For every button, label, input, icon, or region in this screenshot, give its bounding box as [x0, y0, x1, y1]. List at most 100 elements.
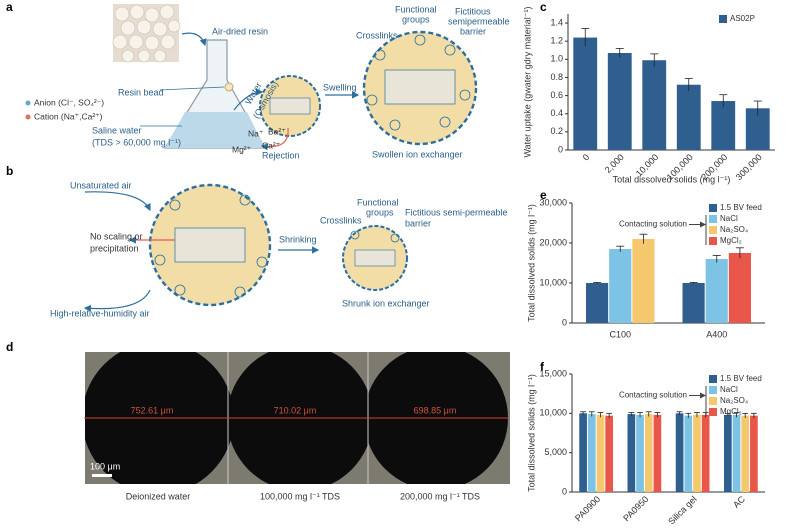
x-tick-label: 0	[581, 152, 592, 163]
label: Fictitious	[455, 6, 491, 16]
legend-label: Anion (Cl⁻, SO₄²⁻)	[34, 97, 104, 107]
x-axis-label: Total dissolved solids (mg l⁻¹)	[613, 174, 731, 184]
x-tick-label: AC	[731, 494, 747, 510]
bar	[693, 414, 701, 492]
y-axis-label: Total dissolved solids (mg l⁻¹)	[526, 374, 536, 492]
y-tick-label: 0	[562, 486, 567, 496]
legend-swatch	[709, 408, 717, 416]
y-tick-label: 0	[558, 144, 563, 154]
annotation: Contacting solution	[619, 391, 687, 400]
legend-swatch	[709, 375, 717, 383]
legend-label: AS02P	[730, 14, 755, 23]
bar	[675, 413, 684, 492]
y-tick-label: 0.8	[550, 72, 563, 82]
x-tick-label: PA0900	[573, 494, 602, 523]
bar	[587, 414, 596, 492]
panel-label: c	[540, 0, 547, 14]
y-tick-label: 30,000	[539, 197, 567, 207]
y-axis-label: Total dissolved solids (mg l⁻¹)	[526, 204, 536, 322]
label: groups	[366, 207, 394, 217]
legend-label: Na₂SO₄	[720, 396, 748, 405]
bar	[573, 37, 598, 150]
legend-label: NaCl	[720, 214, 738, 223]
label: barrier	[460, 26, 486, 36]
y-tick-label: 5,000	[544, 447, 567, 457]
panel-label: b	[6, 164, 13, 178]
x-tick-label: 2,000	[603, 152, 626, 175]
label: Unsaturated air	[70, 180, 132, 190]
legend-label: Cation (Na⁺,Ca²⁺)	[34, 111, 103, 121]
bar	[636, 414, 644, 492]
label: Functional	[395, 4, 437, 14]
x-tick-label: PA0950	[621, 494, 650, 523]
panel-b-art	[83, 183, 408, 313]
y-tick-label: 0	[562, 317, 567, 327]
label: Crosslinks	[356, 30, 398, 40]
bar	[750, 415, 758, 492]
label: Air-dried resin	[212, 26, 268, 36]
bar	[605, 415, 613, 492]
y-tick-label: 15,000	[539, 368, 567, 378]
y-axis-label: Water uptake (gwater gdry material⁻¹)	[522, 7, 532, 158]
bar	[586, 283, 609, 323]
label: No scaling or	[90, 231, 143, 241]
bar	[745, 108, 770, 150]
legend-swatch	[709, 226, 717, 234]
bar	[684, 415, 693, 492]
legend-label: NaCl	[720, 385, 738, 394]
y-tick-label: 0.2	[550, 126, 563, 136]
label: High-relative-humidity air	[50, 308, 150, 318]
legend-swatch	[709, 215, 717, 223]
bar	[627, 414, 636, 492]
measurement: 698.85 μm	[414, 405, 457, 415]
label: precipitation	[90, 243, 139, 253]
legend-swatch	[709, 386, 717, 394]
y-tick-label: 10,000	[539, 408, 567, 418]
legend-label: Na₂SO₄	[720, 225, 748, 234]
annotation: Contacting solution	[619, 220, 687, 229]
bar	[705, 259, 728, 323]
x-tick-label: A400	[706, 329, 727, 339]
panel-label: f	[540, 360, 545, 374]
legend-swatch	[709, 204, 717, 212]
y-tick-label: 1.4	[550, 17, 563, 27]
label: Crosslinks	[320, 215, 362, 225]
label: Rejection	[262, 150, 300, 160]
caption: 200,000 mg l⁻¹ TDS	[400, 491, 480, 501]
y-tick-label: 1.2	[550, 36, 563, 46]
bar	[579, 413, 587, 492]
bar	[682, 283, 705, 323]
bar	[676, 84, 701, 150]
label: barrier	[405, 218, 431, 228]
bar	[732, 414, 741, 492]
label: groups	[402, 14, 430, 24]
bar	[642, 60, 667, 150]
bar	[596, 414, 605, 492]
ion-label: Ca²⁺	[262, 140, 280, 150]
legend-swatch	[719, 15, 727, 23]
label: Swelling	[323, 82, 357, 92]
y-tick-label: 10,000	[539, 277, 567, 287]
bar	[711, 101, 736, 150]
label: Shrunk ion exchanger	[342, 298, 430, 308]
legend-label: 1.5 BV feed	[720, 374, 762, 383]
bar	[724, 414, 732, 492]
bar	[728, 253, 751, 323]
panel-label: a	[6, 0, 13, 14]
caption: 100,000 mg l⁻¹ TDS	[260, 491, 340, 501]
measurement: 752.61 μm	[131, 405, 174, 415]
bar	[632, 239, 655, 323]
caption: Deionized water	[126, 491, 191, 501]
panel-a-art	[25, 4, 478, 151]
label: Fictitious semi-permeable	[405, 207, 508, 217]
legend-swatch	[709, 397, 717, 405]
measurement: 710.02 μm	[274, 405, 317, 415]
x-tick-label: 300,000	[734, 152, 764, 182]
y-tick-label: 20,000	[539, 237, 567, 247]
bar	[644, 414, 653, 492]
bar	[609, 249, 632, 323]
y-tick-label: 0.4	[550, 108, 563, 118]
x-tick-label: C100	[609, 329, 631, 339]
legend-label: MgCl₂	[720, 407, 742, 416]
